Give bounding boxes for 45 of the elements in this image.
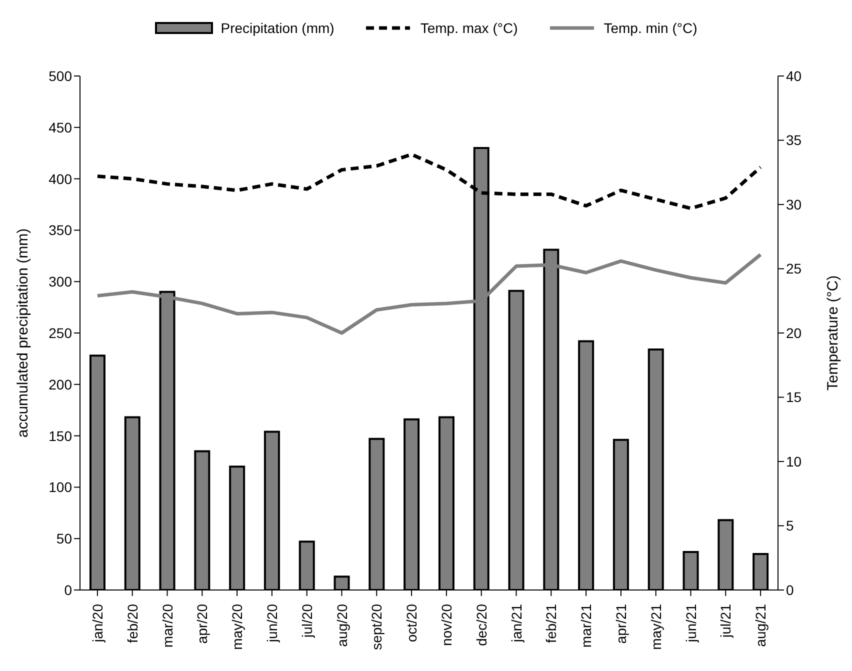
y-tick-label: 500 [48, 68, 72, 84]
x-tick-label: apr/20 [194, 604, 210, 644]
y-tick-label: 0 [64, 582, 72, 598]
x-tick-label: mar/21 [578, 604, 594, 648]
legend-label: Temp. max (°C) [420, 20, 518, 36]
x-tick-label: aug/21 [752, 604, 769, 647]
x-tick-label: may/20 [229, 604, 246, 650]
y2-tick-label: 0 [786, 582, 794, 598]
y2-axis-title: Temperature (°C) [824, 275, 842, 391]
y-tick-label: 400 [48, 170, 72, 187]
y-tick-label: 350 [48, 222, 72, 238]
x-tick-label: jun/20 [264, 604, 280, 644]
y-tick-label: 450 [48, 119, 72, 136]
y-tick-label: 100 [48, 479, 72, 496]
legend-label: Precipitation (mm) [220, 20, 334, 36]
x-tick-label: sept/20 [368, 604, 385, 650]
x-tick-label: aug/20 [334, 604, 350, 647]
y-tick-label: 50 [56, 530, 72, 547]
y2-tick-label: 10 [786, 453, 802, 470]
x-tick-label: may/21 [648, 604, 664, 650]
y2-tick-label: 25 [786, 260, 802, 277]
x-tick-label: dec/20 [473, 604, 490, 646]
y-tick-label: 300 [48, 274, 72, 290]
x-tick-label: jun/21 [682, 604, 699, 644]
x-tick-label: feb/20 [124, 604, 140, 643]
y2-tick-label: 20 [786, 324, 802, 341]
x-tick-label: oct/20 [404, 604, 420, 642]
y-tick-label: 250 [48, 324, 72, 341]
y-axis-title: accumulated precipitation (mm) [14, 228, 32, 438]
x-tick-label: jan/20 [89, 604, 106, 644]
y2-tick-label: 30 [786, 196, 802, 212]
y2-tick-label: 15 [786, 389, 802, 406]
y-tick-label: 150 [48, 428, 72, 444]
y2-tick-label: 40 [786, 68, 802, 84]
x-tick-label: nov/20 [438, 604, 454, 646]
x-tick-label: jul/20 [298, 604, 315, 638]
x-tick-label: mar/20 [159, 604, 176, 648]
y2-tick-label: 35 [786, 132, 802, 148]
x-tick-label: apr/21 [612, 604, 629, 644]
x-tick-label: jan/21 [508, 604, 524, 644]
x-tick-label: feb/21 [543, 604, 560, 643]
legend-label: Temp. min (°C) [604, 20, 698, 36]
y2-tick-label: 5 [786, 518, 794, 534]
y-tick-label: 200 [48, 376, 72, 392]
x-tick-label: jul/21 [718, 604, 734, 638]
